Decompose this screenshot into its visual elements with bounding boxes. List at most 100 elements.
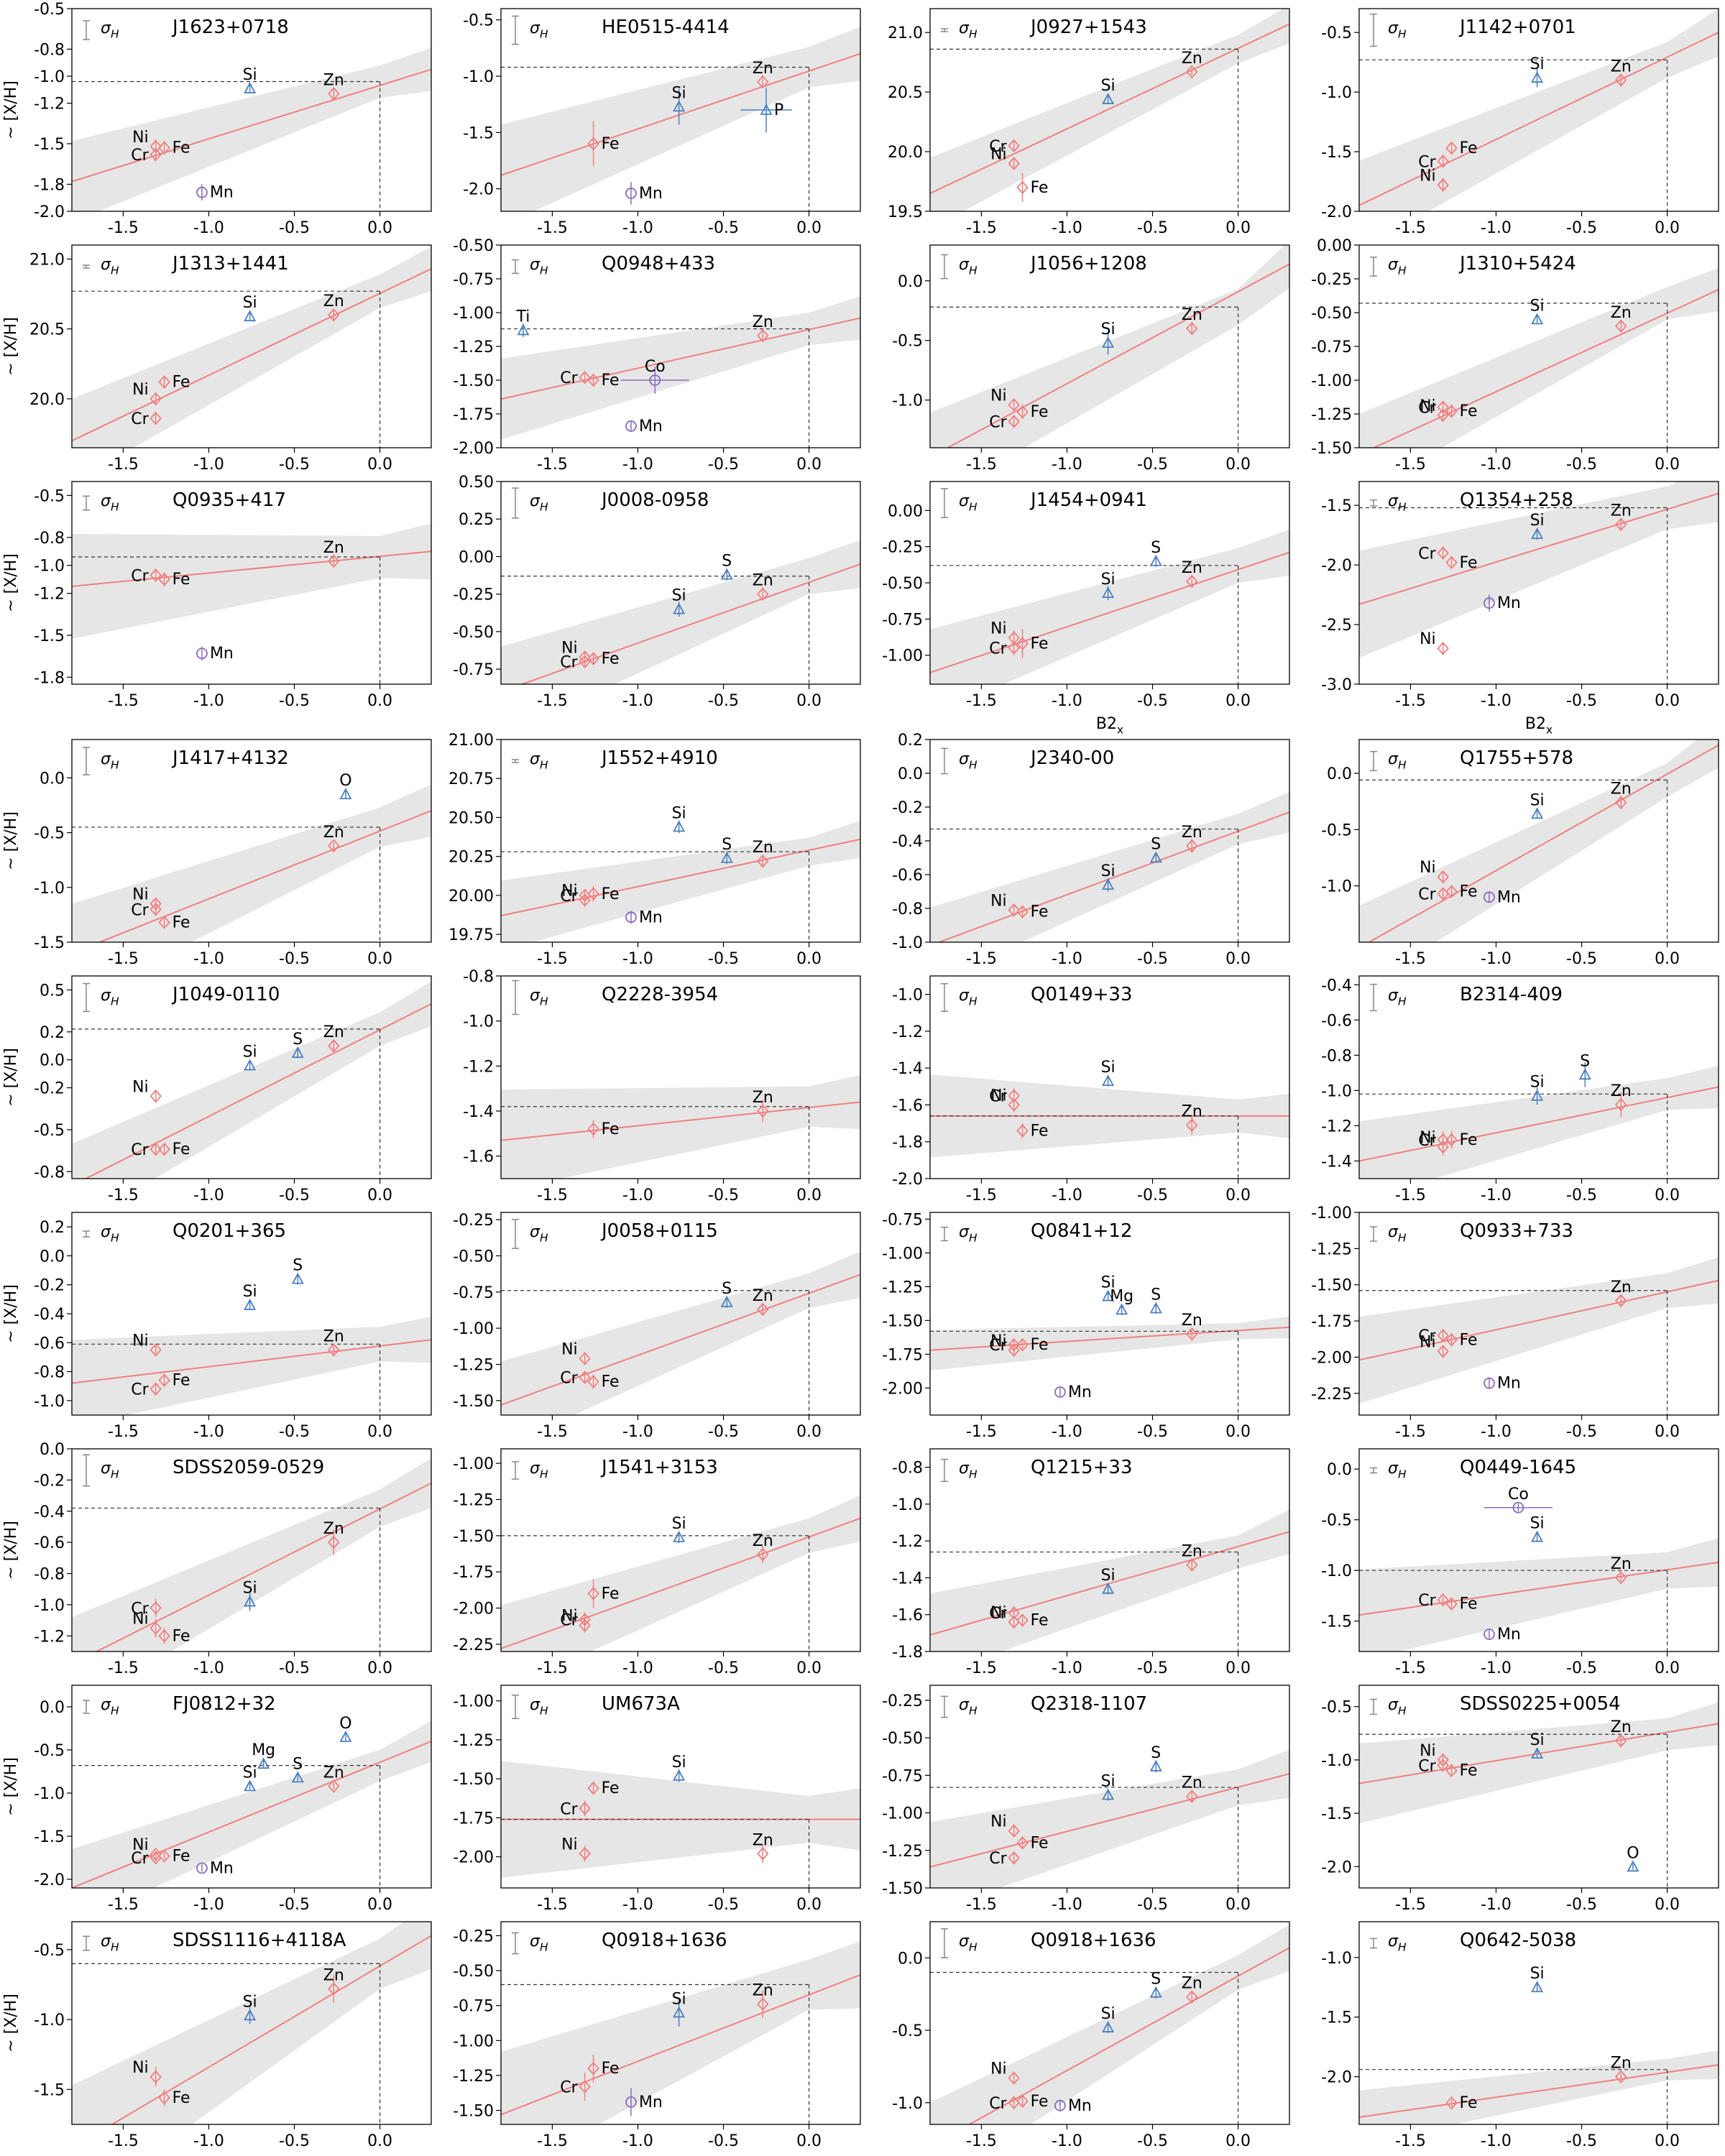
y-tick-label: 0.0 (40, 1699, 65, 1717)
y-tick-label: -1.0 (892, 2095, 923, 2113)
point-label: Ni (1420, 397, 1436, 415)
circle-marker (625, 911, 637, 923)
y-tick-label: -0.50 (453, 1248, 494, 1266)
point-label: Fe (1460, 1331, 1478, 1349)
y-tick-label: 0.0 (898, 765, 923, 783)
axes-frame (71, 8, 432, 212)
point-label: Mn (639, 418, 663, 436)
x-tick-label: -0.5 (708, 950, 739, 968)
triangle-marker (1531, 807, 1544, 819)
point-label: Fe (1031, 403, 1049, 421)
sigma-label-main: σ (1388, 1696, 1399, 1714)
x-tick-label: 0.0 (796, 219, 822, 237)
sigma-label: σH (959, 256, 978, 277)
sigma-label-main: σ (530, 256, 540, 274)
x-tick-label: -1.5 (966, 219, 997, 237)
x-tick-label: -1.5 (537, 219, 568, 237)
panel: Si Fe Cr Ni Zn -1.5 -1.0 -0.5 0.0 -2.00 -1.75 -1.50… (453, 1685, 861, 1914)
x-axis-label-sub: x (1546, 724, 1552, 737)
point-label: S (722, 1280, 732, 1298)
panel-title: J1417+4132 (171, 747, 289, 769)
diamond-marker (328, 1038, 340, 1053)
data-point: Zn (1182, 1103, 1202, 1135)
y-tick-label: -0.8 (34, 1164, 65, 1181)
sigma-label: σH (101, 1696, 119, 1718)
data-point: Zn (753, 1831, 773, 1864)
triangle-marker (244, 1299, 257, 1310)
y-tick-label: -1.25 (453, 2068, 494, 2086)
panel-title: Q0149+33 (1031, 984, 1133, 1005)
confidence-band (501, 1495, 860, 1651)
y-tick-label: -1.50 (1311, 1277, 1352, 1295)
diamond-marker (1016, 2094, 1029, 2109)
point-label: Fe (1460, 1762, 1478, 1780)
circle-marker (1054, 2099, 1066, 2111)
data-point: Fe (158, 571, 190, 589)
y-tick-label: -1.5 (1321, 144, 1352, 162)
x-tick-label: -0.5 (1137, 950, 1168, 968)
circle-marker (1484, 597, 1495, 609)
data-point: Si (1101, 1567, 1116, 1595)
triangle-marker (720, 851, 733, 863)
sigma-label: σH (1388, 1460, 1407, 1481)
point-label: S (293, 1755, 303, 1773)
data-point: Cr (989, 2095, 1020, 2113)
point-label: Cr (989, 1337, 1007, 1355)
plot-area: Zn Si Ni Fe Cr (930, 245, 1289, 448)
x-tick-label: -1.0 (193, 692, 224, 710)
data-point: O (1627, 1844, 1639, 1872)
fit-line (1359, 492, 1719, 605)
point-label: Fe (172, 374, 190, 392)
data-point: Fe (1445, 554, 1478, 572)
sigma-label-main: σ (101, 19, 111, 37)
triangle-marker (1102, 1788, 1115, 1800)
fit-line (930, 1773, 1289, 1868)
point-label: Si (1101, 77, 1116, 95)
triangle-marker (673, 820, 686, 832)
y-tick-label: -0.25 (453, 1927, 494, 1945)
x-tick-label: -0.5 (1566, 1896, 1597, 1914)
x-tick-label: -0.5 (708, 1896, 739, 1914)
point-label: S (1151, 1286, 1161, 1304)
sigma-label-main: σ (1388, 492, 1399, 510)
diamond-marker (1615, 1294, 1627, 1308)
x-tick-label: -0.5 (1566, 219, 1597, 237)
diamond-marker (328, 1535, 340, 1549)
point-label: Ti (516, 308, 530, 326)
data-point: Ni (132, 381, 162, 406)
data-point: Fe (587, 1373, 620, 1391)
point-label: Cr (989, 1605, 1007, 1623)
y-axis-label: ~ [X/H] (2, 553, 20, 612)
panel: S Si Zn Ni Fe Cr -1.5 -1.0 -0.5 0.0 -1.50 -1.25 -1.0… (882, 1685, 1290, 1914)
confidence-band (501, 296, 860, 440)
panel-title: Q1354+258 (1460, 489, 1573, 511)
y-tick-label: -1.2 (34, 1628, 65, 1646)
point-label: Fe (1460, 1131, 1478, 1149)
confidence-band (501, 1941, 860, 2124)
diamond-marker (1437, 154, 1449, 168)
sigma-label: σH (101, 1460, 119, 1481)
y-tick-label: -1.50 (453, 372, 494, 390)
fit-line (72, 268, 431, 442)
confidence-band (930, 1509, 1289, 1651)
x-tick-label: -1.0 (622, 456, 653, 474)
point-label: Mn (1068, 2097, 1092, 2115)
x-tick-label: -0.5 (708, 1659, 739, 1677)
confidence-band (1359, 9, 1719, 211)
y-tick-label: -1.00 (453, 1455, 494, 1473)
point-label: Ni (1420, 859, 1436, 877)
panel-title: J2340-00 (1029, 747, 1114, 769)
data-point: Ni (132, 1332, 162, 1357)
panel: S Zn Si Ni Fe -1.5 -1.0 -0.5 0.0 -1.0 -0.8 -0.6 -0.4… (892, 732, 1290, 968)
sigma-label-sub: H (111, 1941, 119, 1954)
x-tick-label: 0.0 (367, 219, 392, 237)
data-point: O (339, 772, 352, 800)
y-tick-label: -1.5 (34, 136, 65, 154)
plot-area: Zn Si Ni Fe (72, 1922, 431, 2124)
x-tick-label: -1.5 (1395, 1187, 1426, 1204)
panel: Si Zn Fe Ni Cr -1.5 -1.0 -0.5 0.0 20.0 20.5 21.0 σH J… (2, 244, 432, 474)
data-point: Si (672, 587, 686, 617)
